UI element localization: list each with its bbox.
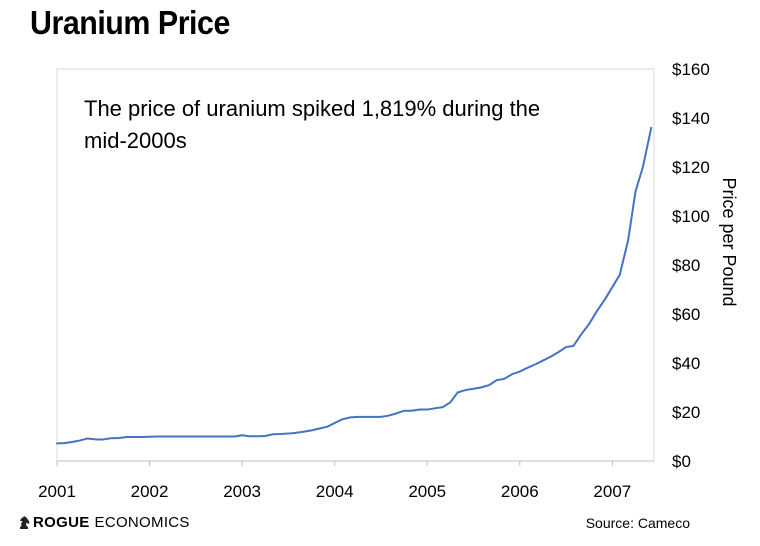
x-tick-label: 2001 [38, 482, 76, 501]
y-tick-label: $140 [672, 109, 710, 128]
annotation-line: mid-2000s [84, 128, 187, 153]
y-tick-label: $20 [672, 403, 700, 422]
plot-frame [56, 68, 655, 462]
brand-name-strong: ROGUE [33, 514, 90, 531]
annotation-line: The price of uranium spiked 1,819% durin… [84, 96, 540, 121]
source-note: Source: Cameco [585, 515, 690, 531]
y-tick-label: $120 [672, 158, 710, 177]
x-tick-label: 2007 [593, 482, 631, 501]
y-axis-ticks: $0 $20 $40 $60 $80 $100 $120 $140 $160 [672, 60, 710, 471]
chart-title: Uranium Price [30, 4, 230, 41]
uranium-price-line [56, 126, 653, 445]
brand-logo: ROGUE ECONOMICS [18, 514, 190, 531]
x-tick-label: 2004 [316, 482, 354, 501]
y-tick-label: $80 [672, 256, 700, 275]
y-axis-label: Price per Pound [719, 177, 739, 306]
x-tick-label: 2005 [408, 482, 446, 501]
x-axis-ticks: 2001 2002 2003 2004 2005 2006 2007 [38, 461, 631, 501]
y-tick-label: $40 [672, 354, 700, 373]
y-tick-label: $100 [672, 207, 710, 226]
x-tick-label: 2006 [501, 482, 539, 501]
chart-annotation: The price of uranium spiked 1,819% durin… [84, 96, 540, 153]
brand-name-light: ECONOMICS [94, 514, 190, 531]
y-tick-label: $0 [672, 452, 691, 471]
y-tick-label: $60 [672, 305, 700, 324]
x-tick-label: 2002 [131, 482, 169, 501]
x-tick-label: 2003 [223, 482, 261, 501]
y-tick-label: $160 [672, 60, 710, 79]
knight-chess-piece-icon [20, 516, 30, 529]
